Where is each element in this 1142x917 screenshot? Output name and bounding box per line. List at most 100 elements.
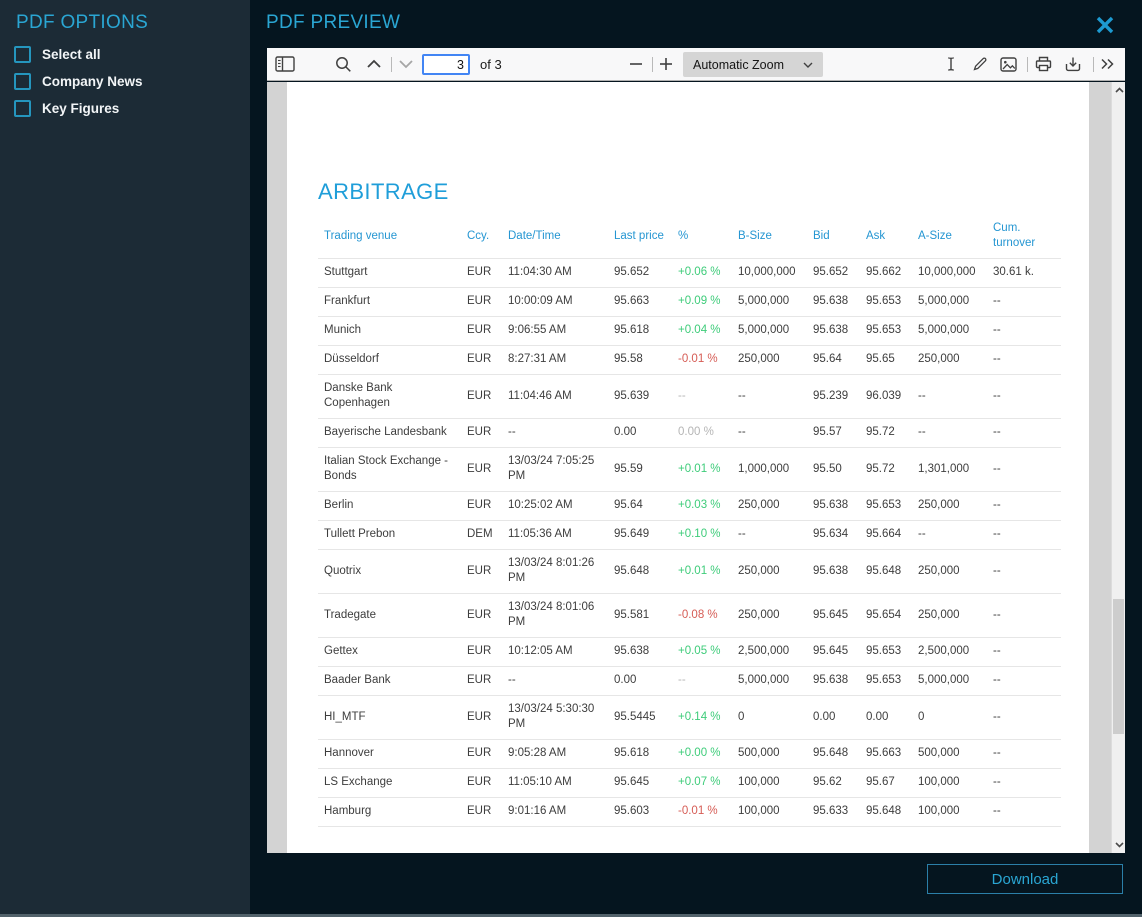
cell-ccy: EUR (461, 490, 502, 520)
cell-last: 95.638 (608, 636, 672, 666)
column-header: Date/Time (508, 229, 561, 242)
cell-last: 95.59 (608, 446, 672, 491)
sidebar-title: PDF OPTIONS (16, 12, 149, 33)
cell-asize: 5,000,000 (912, 286, 987, 316)
download-button[interactable]: Download (927, 864, 1123, 894)
cell-asize: 2,500,000 (912, 636, 987, 666)
cell-bsize: 10,000,000 (732, 257, 807, 287)
company-news-checkbox[interactable] (14, 72, 31, 90)
cell-bsize: 250,000 (732, 344, 807, 374)
cell-datetime: 13/03/24 5:30:30 PM (502, 694, 608, 739)
cell-asize: 100,000 (912, 767, 987, 797)
scrollbar-thumb[interactable] (1113, 599, 1124, 734)
cell-pct: 0.00 % (672, 417, 732, 447)
zoom-select[interactable]: Automatic Zoom (683, 52, 823, 77)
cell-last: 95.639 (608, 373, 672, 418)
table-row: Baader Bank EUR -- 0.00 -- 5,000,000 95.638 95.… (318, 665, 1061, 695)
cell-bid: 95.57 (807, 417, 860, 447)
cell-datetime: 11:05:36 AM (502, 519, 608, 549)
cell-venue: Hannover (318, 738, 461, 768)
search-button[interactable] (335, 48, 352, 80)
cell-cum: -- (987, 446, 1061, 491)
scroll-up-arrow[interactable] (1112, 83, 1126, 97)
more-tools-button[interactable] (1100, 48, 1115, 80)
cell-venue: Baader Bank (318, 665, 461, 695)
select-all-checkbox[interactable] (14, 45, 31, 63)
cell-cum: -- (987, 665, 1061, 695)
cell-datetime: 13/03/24 7:05:25 PM (502, 446, 608, 491)
key-figures-checkbox[interactable] (14, 99, 31, 117)
column-header: B-Size (738, 229, 772, 242)
cell-venue: Tullett Prebon (318, 519, 461, 549)
save-button[interactable] (1065, 48, 1081, 80)
cell-cum: -- (987, 548, 1061, 593)
cell-asize: -- (912, 417, 987, 447)
cell-last: 95.652 (608, 257, 672, 287)
cell-venue: HI_MTF (318, 694, 461, 739)
cell-last: 0.00 (608, 417, 672, 447)
cell-bid: 95.638 (807, 665, 860, 695)
cell-bsize: 1,000,000 (732, 446, 807, 491)
option-select-all[interactable]: Select all (14, 45, 250, 63)
cell-pct: -0.01 % (672, 796, 732, 827)
cell-ccy: EUR (461, 257, 502, 287)
pdf-toolbar: of 3 Automatic Zoom (267, 48, 1125, 81)
sidebar-toggle-button[interactable] (275, 48, 295, 80)
cell-ccy: EUR (461, 417, 502, 447)
cell-cum: -- (987, 738, 1061, 768)
table-row: Tullett Prebon DEM 11:05:36 AM 95.649 +0.10 … (318, 519, 1061, 549)
cell-bid: 95.648 (807, 738, 860, 768)
cell-datetime: 8:27:31 AM (502, 344, 608, 374)
scroll-down-arrow[interactable] (1112, 838, 1126, 852)
cell-cum: -- (987, 344, 1061, 374)
cell-venue: Hamburg (318, 796, 461, 827)
arbitrage-table-body: Stuttgart EUR 11:04:30 AM 95.652 +0.06 % 10,0… (318, 257, 1061, 827)
cell-bid: 0.00 (807, 694, 860, 739)
vertical-scrollbar[interactable] (1111, 82, 1125, 853)
close-button[interactable] (1094, 11, 1122, 39)
column-header: Trading venue (324, 229, 398, 242)
cell-bid: 95.239 (807, 373, 860, 418)
table-row: LS Exchange EUR 11:05:10 AM 95.645 +0.07 % 10… (318, 767, 1061, 797)
cell-bid: 95.645 (807, 636, 860, 666)
cell-cum: -- (987, 767, 1061, 797)
cell-pct: +0.00 % (672, 738, 732, 768)
cell-datetime: 9:01:16 AM (502, 796, 608, 827)
cell-pct: -- (672, 373, 732, 418)
cell-asize: 100,000 (912, 796, 987, 827)
cell-asize: 250,000 (912, 548, 987, 593)
cell-asize: 250,000 (912, 490, 987, 520)
cell-ccy: EUR (461, 592, 502, 637)
cell-ask: 95.653 (860, 490, 912, 520)
cell-bid: 95.638 (807, 548, 860, 593)
table-row: HI_MTF EUR 13/03/24 5:30:30 PM 95.5445 +0.14… (318, 694, 1061, 739)
cell-ask: 0.00 (860, 694, 912, 739)
cell-ask: 95.654 (860, 592, 912, 637)
cell-cum: -- (987, 592, 1061, 637)
zoom-out-button[interactable] (629, 48, 643, 80)
text-cursor-icon (945, 56, 957, 72)
cell-last: 95.58 (608, 344, 672, 374)
table-row: Danske Bank Copenhagen EUR 11:04:46 AM 95.6… (318, 373, 1061, 418)
print-button[interactable] (1035, 48, 1052, 80)
option-company-news[interactable]: Company News (14, 72, 250, 90)
zoom-in-button[interactable] (659, 48, 673, 80)
draw-tool-button[interactable] (972, 48, 988, 80)
cell-bsize: 2,500,000 (732, 636, 807, 666)
cell-bid: 95.638 (807, 490, 860, 520)
next-page-button[interactable] (398, 48, 414, 80)
page-count-label: of 3 (480, 56, 502, 72)
cell-ask: 95.653 (860, 636, 912, 666)
window-bottom-edge (0, 914, 1142, 917)
table-row: Italian Stock Exchange - Bonds EUR 13/03/2… (318, 446, 1061, 491)
cell-datetime: 9:06:55 AM (502, 315, 608, 345)
table-row: Düsseldorf EUR 8:27:31 AM 95.58 -0.01 % 250,0… (318, 344, 1061, 374)
cell-venue: Berlin (318, 490, 461, 520)
previous-page-button[interactable] (366, 48, 382, 80)
text-select-tool-button[interactable] (945, 48, 957, 80)
cell-ask: 95.65 (860, 344, 912, 374)
option-key-figures[interactable]: Key Figures (14, 99, 250, 117)
page-number-input[interactable] (422, 54, 470, 75)
add-image-tool-button[interactable] (1000, 48, 1017, 80)
cell-ask: 95.664 (860, 519, 912, 549)
